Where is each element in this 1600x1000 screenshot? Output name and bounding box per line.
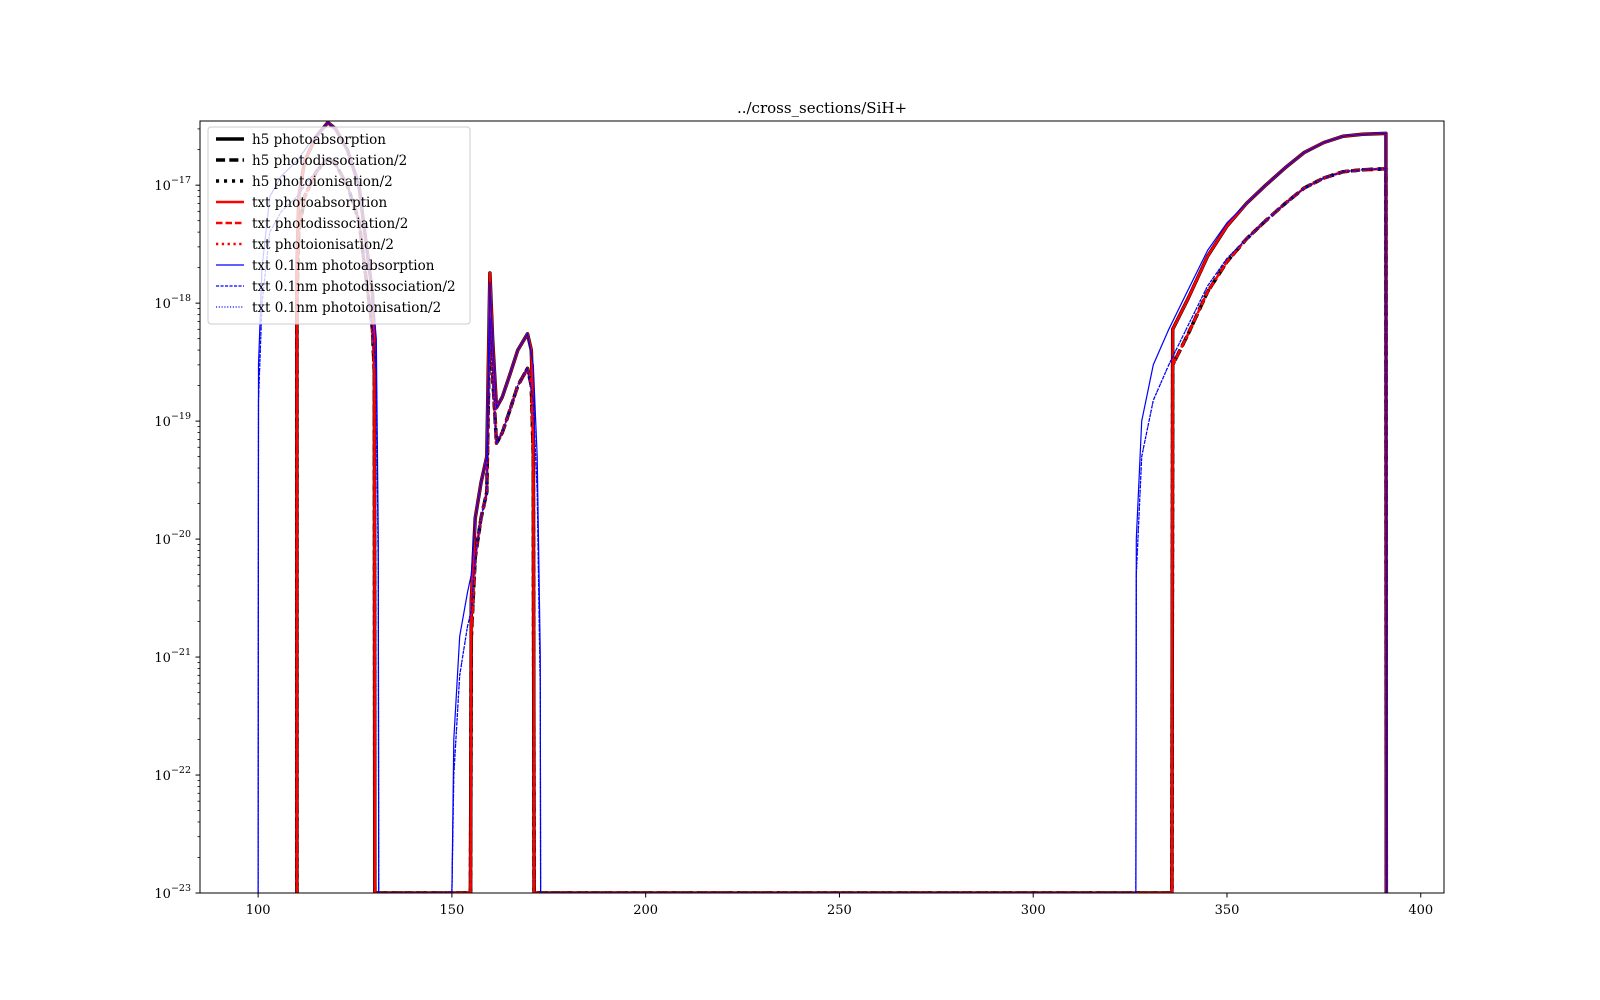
legend-label-0: h5 photoabsorption bbox=[252, 132, 386, 148]
chart-title: ../cross_sections/SiH+ bbox=[737, 99, 907, 117]
x-tick-label: 200 bbox=[633, 903, 658, 918]
legend-box bbox=[207, 126, 471, 325]
x-tick-label: 100 bbox=[246, 903, 271, 918]
x-tick-label: 400 bbox=[1408, 903, 1433, 918]
x-tick-label: 250 bbox=[827, 903, 852, 918]
x-axis: 100 150 200 250 300 350 400 bbox=[246, 893, 1433, 918]
legend-label-6: txt 0.1nm photoabsorption bbox=[252, 258, 435, 274]
legend-label-8: txt 0.1nm photoionisation/2 bbox=[252, 300, 441, 316]
legend-label-3: txt photoabsorption bbox=[252, 195, 387, 211]
legend-label-4: txt photodissociation/2 bbox=[252, 216, 408, 232]
legend-label-1: h5 photodissociation/2 bbox=[252, 153, 407, 169]
plot-frame bbox=[199, 120, 1445, 894]
legend-label-2: h5 photoionisation/2 bbox=[252, 174, 393, 190]
legend: h5 photoabsorption h5 photodissociation/2… bbox=[207, 126, 471, 325]
x-tick-label: 300 bbox=[1021, 903, 1046, 918]
x-tick-label: 150 bbox=[439, 903, 464, 918]
series-line-8 bbox=[257, 157, 1387, 893]
x-tick-label: 350 bbox=[1215, 903, 1240, 918]
legend-label-5: txt photoionisation/2 bbox=[252, 237, 394, 253]
legend-label-7: txt 0.1nm photodissociation/2 bbox=[252, 279, 456, 295]
